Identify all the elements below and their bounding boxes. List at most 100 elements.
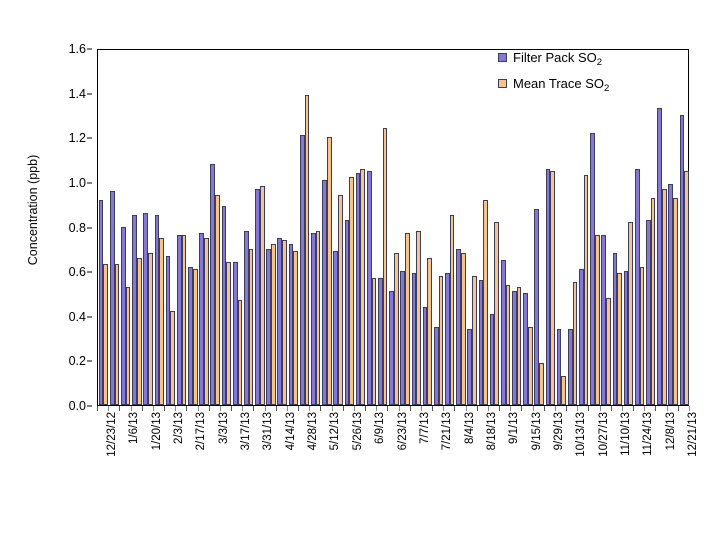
x-tick-mark — [454, 406, 456, 411]
x-tick-label: 12/23/12 — [106, 412, 119, 457]
bar-mean-trace — [561, 376, 567, 405]
bar-filter-pack — [109, 190, 115, 405]
bar-group — [500, 50, 511, 405]
bar-filter-pack — [98, 199, 104, 405]
y-tick-label: 0.6 — [68, 265, 86, 280]
legend-swatch — [498, 53, 507, 62]
x-tick-label: 12/8/13 — [664, 412, 677, 451]
x-tick-label: 11/24/13 — [642, 412, 655, 456]
bar-group — [422, 50, 433, 405]
bar-filter-pack — [277, 237, 283, 405]
x-tick-mark — [621, 406, 623, 411]
bar-mean-trace — [181, 235, 187, 405]
bar-mean-trace — [338, 195, 343, 405]
bar-mean-trace — [539, 362, 544, 405]
x-tick-mark — [588, 406, 590, 411]
bar-mean-trace — [136, 257, 142, 405]
bar-group — [355, 50, 366, 405]
bar-mean-trace — [360, 168, 366, 405]
bar-group — [601, 50, 612, 405]
bar-filter-pack — [165, 255, 171, 405]
x-tick-label: 9/15/13 — [530, 412, 543, 451]
bar-filter-pack — [366, 170, 372, 405]
bar-group — [668, 50, 679, 405]
bar-filter-pack — [579, 268, 584, 405]
bar-filter-pack — [378, 277, 383, 405]
x-tick-mark — [499, 406, 501, 411]
bar-mean-trace — [684, 170, 689, 405]
bar-filter-pack — [500, 259, 506, 405]
x-tick-mark — [208, 406, 210, 411]
x-tick-label: 12/21/13 — [686, 412, 699, 457]
bar-mean-trace — [617, 273, 622, 405]
x-tick-mark — [465, 406, 467, 411]
bar-mean-trace — [594, 235, 600, 405]
bar-group — [388, 50, 399, 405]
bar-mean-trace — [438, 275, 444, 405]
bar-mean-trace — [628, 222, 634, 405]
bar-group — [254, 50, 265, 405]
y-tick-mark — [87, 271, 92, 273]
y-tick-label: 1.2 — [68, 131, 86, 146]
x-tick-mark — [487, 406, 489, 411]
bar-mean-trace — [226, 262, 232, 405]
bar-group — [634, 50, 645, 405]
x-tick-mark — [275, 406, 277, 411]
bar-mean-trace — [215, 195, 220, 405]
bar-group — [210, 50, 221, 405]
bar-group — [366, 50, 377, 405]
bar-filter-pack — [601, 235, 607, 405]
bar-group — [187, 50, 198, 405]
x-tick-mark — [476, 406, 478, 411]
x-tick-mark — [141, 406, 143, 411]
bar-mean-trace — [572, 282, 578, 405]
bar-filter-pack — [567, 329, 573, 405]
bar-mean-trace — [148, 253, 153, 405]
y-tick-label: 1.4 — [68, 86, 86, 101]
x-tick-label: 5/26/13 — [351, 412, 364, 451]
bar-group — [534, 50, 545, 405]
y-tick-mark — [87, 137, 92, 139]
bar-filter-pack — [411, 273, 417, 405]
bar-mean-trace — [237, 300, 243, 405]
legend-swatch — [498, 79, 507, 88]
bar-mean-trace — [460, 253, 466, 405]
x-tick-label: 11/10/13 — [619, 412, 632, 456]
x-axis-tick-marks — [97, 406, 690, 412]
bar-filter-pack — [668, 184, 674, 405]
x-tick-mark — [197, 406, 199, 411]
bar-mean-trace — [527, 326, 533, 405]
y-tick-label: 1.0 — [68, 175, 86, 190]
bar-filter-pack — [311, 233, 316, 405]
bar-mean-trace — [349, 177, 354, 405]
y-tick-label: 0.8 — [68, 220, 86, 235]
x-tick-mark — [264, 406, 266, 411]
bar-group — [567, 50, 578, 405]
x-tick-mark — [286, 406, 288, 411]
bar-mean-trace — [203, 237, 209, 405]
bar-filter-pack — [623, 271, 629, 405]
bar-group — [333, 50, 344, 405]
bar-group — [478, 50, 489, 405]
x-tick-label: 10/13/13 — [575, 412, 588, 457]
bar-mean-trace — [505, 284, 511, 405]
bar-filter-pack — [221, 206, 227, 405]
bar-group — [411, 50, 422, 405]
bar-group — [288, 50, 299, 405]
bar-mean-trace — [550, 170, 555, 405]
x-tick-label: 8/18/13 — [485, 412, 498, 451]
bar-filter-pack — [266, 248, 272, 405]
bar-filter-pack — [188, 266, 193, 405]
bar-mean-trace — [326, 137, 332, 405]
bar-filter-pack — [646, 219, 651, 405]
x-tick-mark — [443, 406, 445, 411]
bar-mean-trace — [661, 188, 667, 405]
x-tick-label: 1/20/13 — [150, 412, 163, 451]
x-tick-mark — [387, 406, 389, 411]
x-tick-label: 6/9/13 — [374, 412, 387, 444]
y-tick-label: 0.4 — [68, 309, 86, 324]
x-tick-label: 4/28/13 — [307, 412, 320, 451]
y-tick-label: 0.0 — [68, 399, 86, 413]
bar-mean-trace — [293, 251, 299, 405]
bar-mean-trace — [639, 266, 645, 405]
